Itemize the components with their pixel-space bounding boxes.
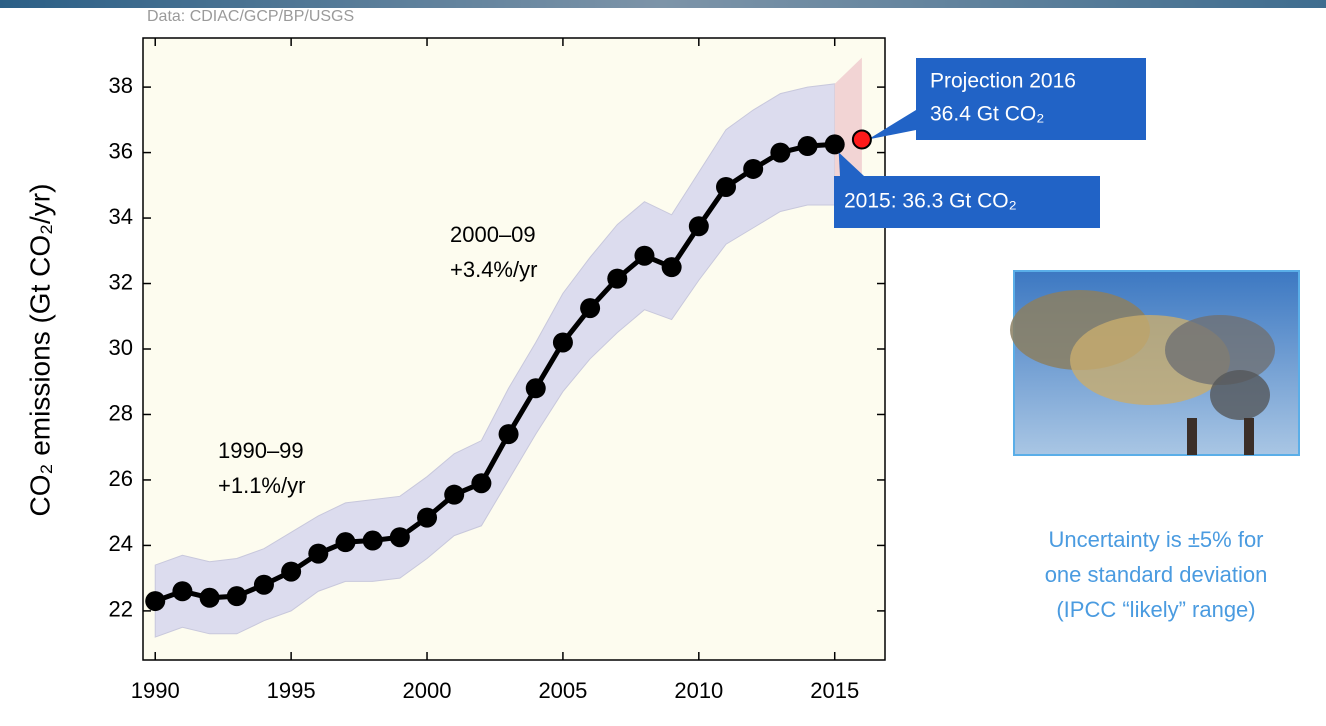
- data-point: [498, 424, 519, 445]
- data-point: [199, 587, 220, 608]
- data-point: [362, 530, 383, 551]
- y-tick-label: 24: [109, 531, 133, 556]
- data-point: [661, 257, 682, 278]
- banner: [0, 0, 1326, 8]
- callout-pointer: [838, 152, 864, 176]
- photo: [1010, 270, 1300, 456]
- data-point: [226, 586, 247, 607]
- note: Uncertainty is ±5% for: [1048, 527, 1263, 552]
- projection-point: [851, 129, 872, 150]
- callout-box: [834, 176, 1100, 228]
- y-tick-label: 32: [109, 269, 133, 294]
- annotation: +3.4%/yr: [450, 257, 537, 282]
- x-tick-label: 1995: [267, 678, 316, 703]
- data-point: [797, 136, 818, 157]
- data-point: [634, 245, 655, 266]
- data-point: [716, 176, 736, 197]
- data-point: [552, 332, 573, 353]
- data-point: [824, 134, 845, 155]
- y-tick-label: 38: [109, 73, 133, 98]
- callout-box: [916, 58, 1146, 140]
- data-point: [172, 581, 193, 602]
- callout-text: 36.4 Gt CO₂: [930, 103, 1044, 126]
- data-point: [281, 561, 302, 582]
- source: Data: CDIAC/GCP/BP/USGS: [147, 8, 354, 25]
- data-point: [145, 591, 166, 612]
- y-axis-label: CO₂ emissions (Gt CO₂/yr): [24, 184, 55, 517]
- data-point: [444, 484, 465, 505]
- data-point: [688, 216, 709, 237]
- callout-text: Projection 2016: [930, 70, 1076, 93]
- data-point: [253, 574, 274, 595]
- data-point: [471, 473, 492, 494]
- annotation: +1.1%/yr: [218, 473, 305, 498]
- y-tick-label: 26: [109, 466, 133, 491]
- x-tick-label: 2010: [674, 678, 723, 703]
- x-tick-label: 2015: [810, 678, 859, 703]
- data-point: [607, 268, 628, 289]
- y-tick-label: 28: [109, 400, 133, 425]
- y-tick-label: 36: [109, 138, 133, 163]
- x-tick-label: 2005: [538, 678, 587, 703]
- x-tick-label: 1990: [131, 678, 180, 703]
- data-point: [525, 378, 546, 399]
- data-point: [335, 532, 356, 553]
- annotation: 2000–09: [450, 222, 536, 247]
- callout-pointer: [867, 110, 916, 140]
- data-point: [389, 527, 410, 548]
- data-point: [417, 507, 438, 528]
- y-tick-label: 22: [109, 597, 133, 622]
- x-tick-label: 2000: [403, 678, 452, 703]
- note: one standard deviation: [1045, 562, 1268, 587]
- note: (IPCC “likely” range): [1056, 597, 1255, 622]
- data-point: [743, 158, 764, 179]
- callout-text: 2015: 36.3 Gt CO₂: [844, 190, 1017, 213]
- y-tick-label: 30: [109, 335, 133, 360]
- y-tick-label: 34: [109, 204, 133, 229]
- data-point: [770, 142, 791, 163]
- annotation: 1990–99: [218, 438, 304, 463]
- data-point: [580, 298, 601, 319]
- data-point: [308, 543, 329, 564]
